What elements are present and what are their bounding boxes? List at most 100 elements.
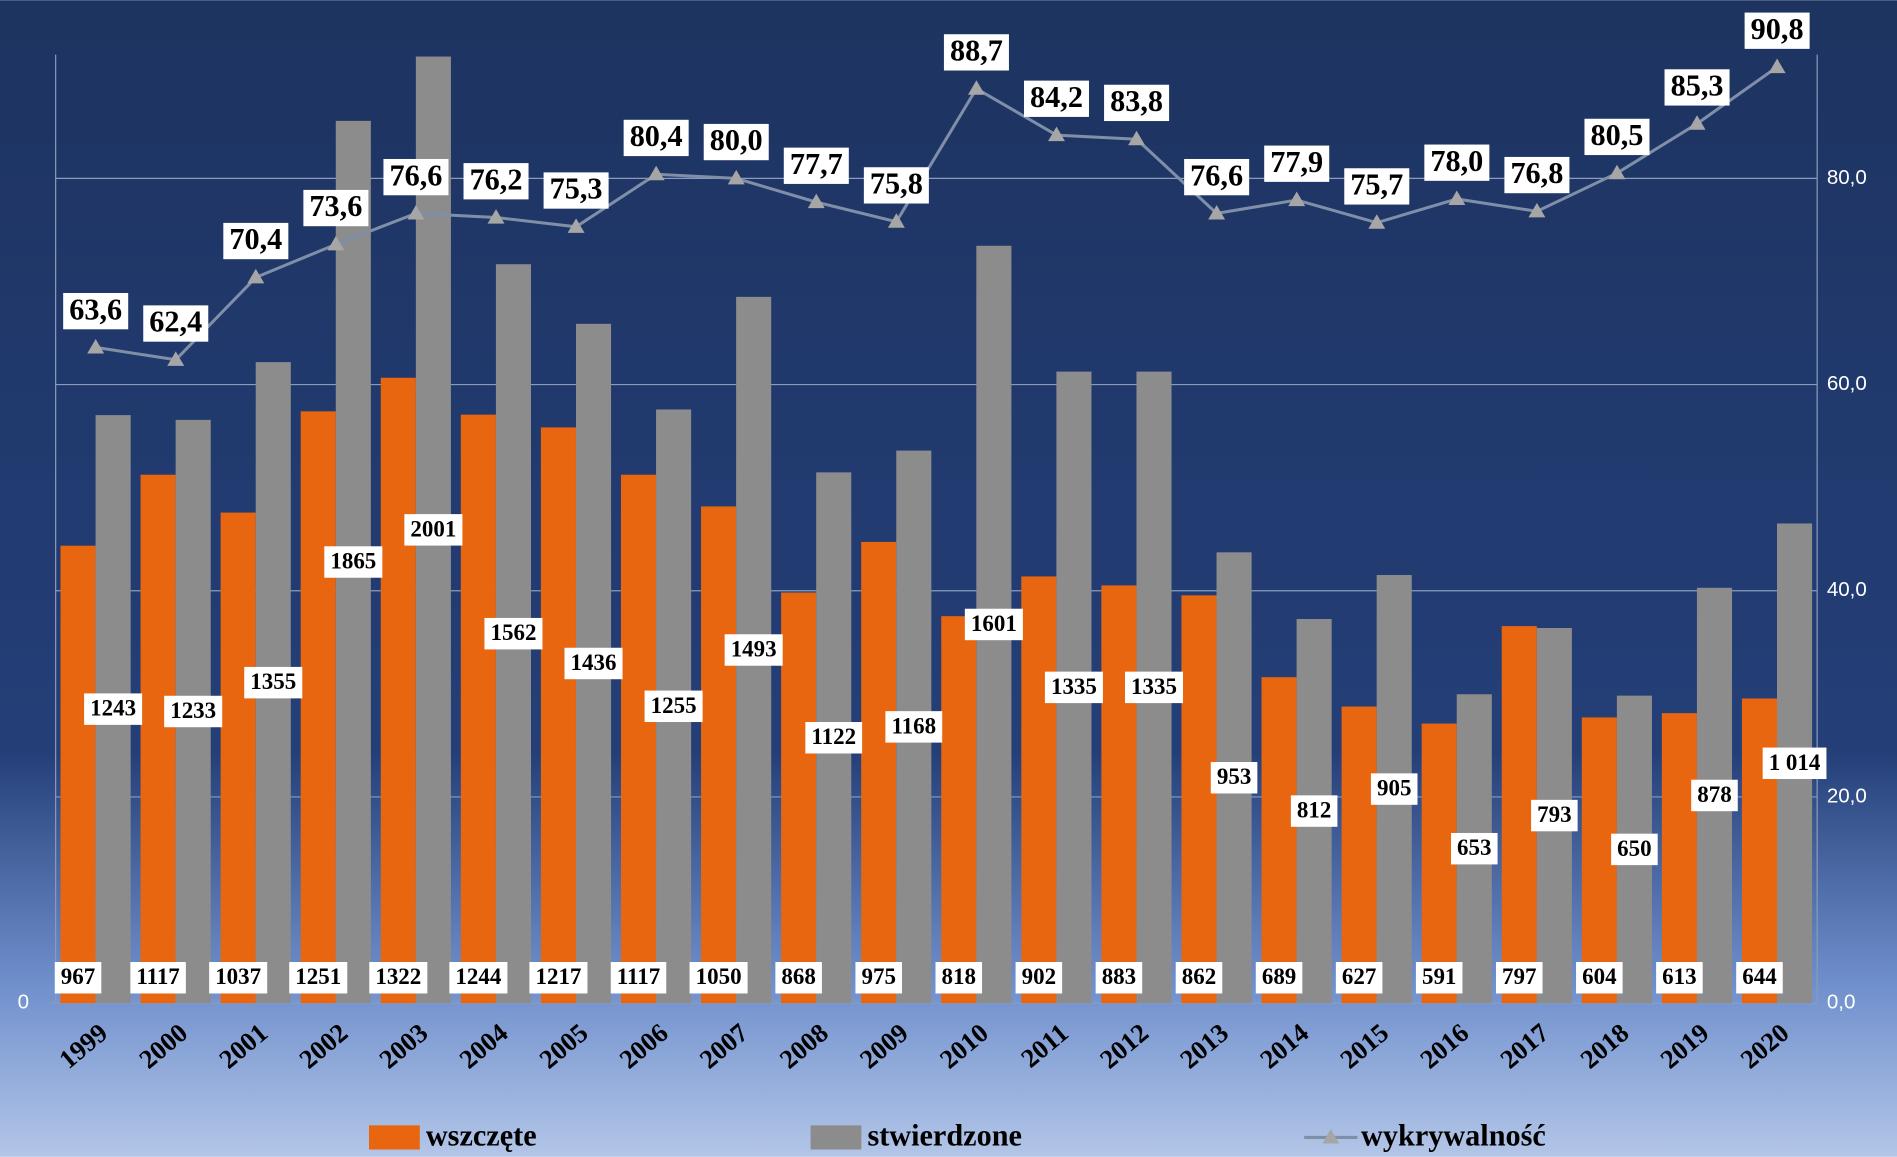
bar-label-group: 689 [1255, 962, 1303, 994]
bar [380, 377, 416, 1004]
bar-label-group: 1865 [324, 546, 383, 578]
line-marker [647, 165, 665, 181]
bar [140, 474, 176, 1004]
bar [781, 592, 817, 1004]
line-label-group: 77,9 [1264, 145, 1330, 182]
bar-label-group: 793 [1531, 799, 1578, 832]
bar-label-box [449, 962, 508, 994]
bar-label-group: 591 [1415, 962, 1463, 994]
line-marker [1048, 126, 1065, 142]
bar-label-group: 604 [1576, 962, 1623, 994]
bar-label-box [324, 546, 383, 578]
line-label-group: 76,8 [1504, 156, 1570, 194]
bar-label-box [130, 962, 186, 994]
bar [701, 506, 737, 1004]
bar-label-group: 878 [1691, 779, 1738, 812]
line-marker [247, 268, 265, 284]
bar-label-group: 1 014 [1762, 747, 1827, 780]
line-label: 76,8 [1510, 156, 1563, 190]
line-label-box [1264, 145, 1330, 182]
line-label-group: 78,0 [1424, 144, 1490, 181]
bar-label-group: 1335 [1044, 671, 1103, 704]
line-label: 73,6 [309, 189, 362, 223]
line-marker [1528, 202, 1546, 218]
line-label-group: 90,8 [1744, 12, 1810, 49]
bar-label-group: 1117 [130, 962, 186, 994]
line-label-box [1184, 158, 1250, 196]
bar-label: 644 [1742, 964, 1777, 989]
bar-label-box [1691, 779, 1738, 812]
line-label-group: 75,7 [1344, 168, 1410, 205]
bar-label-box [775, 962, 822, 994]
line-label-box [1504, 156, 1570, 194]
bar-label-group: 1255 [644, 690, 703, 723]
line-marker [407, 204, 425, 220]
bar [60, 545, 96, 1004]
bar-label-group: 1601 [964, 608, 1023, 641]
bar-label: 818 [942, 964, 976, 989]
bar-label-group: 613 [1656, 962, 1703, 994]
y2-tick-label: 60,0 [1827, 372, 1867, 395]
bar-label-group: 1037 [209, 962, 268, 994]
line-label: 80,0 [710, 123, 763, 157]
bar-label-box [1656, 962, 1703, 994]
bar-label: 1122 [811, 724, 856, 749]
line-label: 83,8 [1110, 84, 1163, 118]
bar-label: 1255 [651, 693, 697, 718]
legend-label: wszczęte [426, 1119, 537, 1153]
line-label-group: 80,5 [1584, 118, 1650, 156]
bar-label-group: 1251 [289, 962, 348, 994]
bar-label: 1243 [90, 696, 136, 721]
line-label-box [63, 293, 129, 330]
bar-label: 613 [1662, 964, 1696, 989]
bar-label: 1865 [330, 549, 376, 574]
bar-label-group: 953 [1210, 762, 1258, 794]
bar-label-group: 902 [1015, 962, 1063, 994]
bar-label-box [855, 962, 902, 994]
bar [220, 512, 256, 1004]
line-marker [1448, 190, 1466, 206]
line-label-group: 88,7 [943, 34, 1009, 71]
line [95, 65, 1778, 362]
line-label-box [1664, 69, 1730, 106]
bar-label-box [1015, 962, 1063, 994]
legend-marker [1322, 1128, 1340, 1144]
line-label: 80,5 [1591, 118, 1644, 152]
bar-label-group: 644 [1736, 962, 1783, 994]
bar-label-box [689, 962, 748, 994]
bar-label-box [54, 962, 102, 994]
bar-label-group: 627 [1335, 962, 1383, 994]
line-label: 62,4 [149, 305, 202, 339]
line-label: 75,8 [870, 167, 923, 201]
bar-label-box [1044, 671, 1103, 704]
line-marker [807, 193, 825, 209]
bar-label: 812 [1297, 798, 1331, 823]
bar-label-group: 650 [1611, 833, 1658, 866]
line-label-box [383, 158, 449, 196]
bar-label-box [610, 962, 667, 994]
line-label-group: 62,4 [143, 305, 209, 342]
line-marker [1208, 204, 1226, 220]
bar-label-group: 862 [1175, 962, 1223, 994]
line-label: 70,4 [229, 222, 282, 256]
bar-label-group: 1243 [84, 693, 143, 725]
bar-label-group: 1355 [244, 666, 303, 699]
line-label: 78,0 [1430, 144, 1483, 178]
bar-label-box [1611, 833, 1658, 866]
bar-label: 1 014 [1769, 750, 1821, 775]
line-marker [87, 338, 105, 354]
line-label: 77,9 [1270, 145, 1323, 179]
bar-label: 797 [1502, 964, 1536, 989]
bar-label: 1117 [617, 964, 660, 989]
bar-label-group: 1122 [805, 722, 863, 754]
line-label-box [1344, 168, 1410, 205]
bar-label-box [885, 711, 943, 743]
bar-label-group: 1244 [449, 962, 508, 994]
line-label-box [303, 189, 369, 227]
line-label-group: 80,0 [703, 123, 769, 161]
bar-label: 1601 [971, 611, 1017, 636]
bar-label: 967 [61, 964, 95, 989]
line-label-box [783, 147, 849, 184]
bar-label: 975 [861, 964, 895, 989]
bar-label: 1217 [535, 964, 581, 989]
